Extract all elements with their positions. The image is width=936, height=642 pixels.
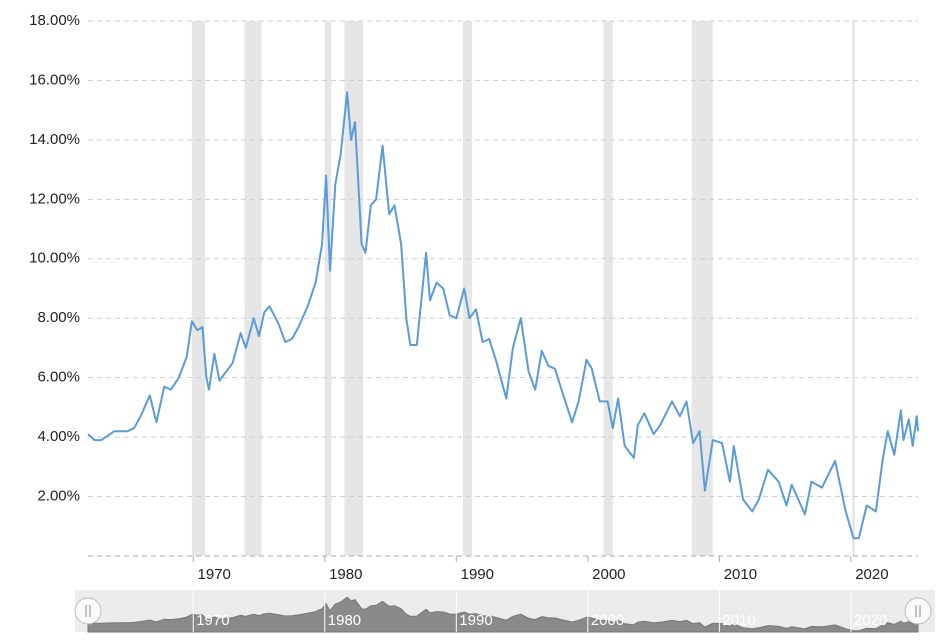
handle-circle[interactable] (904, 597, 932, 625)
recession-band (324, 21, 332, 556)
navigator-label: 1990 (459, 612, 492, 629)
x-tick-label: 2010 (724, 566, 757, 583)
x-tick-label: 1990 (461, 566, 494, 583)
y-tick-label: 4.00% (37, 428, 80, 445)
y-tick-label: 2.00% (37, 488, 80, 505)
handle-circle[interactable] (74, 597, 102, 625)
y-tick-label: 12.00% (29, 190, 80, 207)
y-tick-label: 16.00% (29, 71, 80, 88)
navigator-label: 2010 (722, 612, 755, 629)
y-tick-label: 10.00% (29, 250, 80, 267)
navigator-label: 2000 (591, 612, 624, 629)
navigator-handle[interactable] (904, 597, 932, 625)
recession-band (191, 21, 206, 556)
recession-band (462, 21, 473, 556)
recession-band (344, 21, 363, 556)
data-line (87, 91, 919, 540)
recession-band (603, 21, 613, 556)
x-tick-label: 1980 (329, 566, 362, 583)
y-tick-label: 14.00% (29, 131, 80, 148)
y-tick-label: 6.00% (37, 369, 80, 386)
x-tick-label: 2000 (592, 566, 625, 583)
navigator-area (87, 596, 919, 633)
recession-band (852, 21, 855, 556)
recession-band (244, 21, 262, 556)
navigator-handle[interactable] (74, 597, 102, 625)
y-tick-label: 8.00% (37, 309, 80, 326)
recession-band (691, 21, 713, 556)
y-tick-label: 18.00% (29, 12, 80, 29)
x-tick-label: 2020 (855, 566, 888, 583)
navigator-label: 1970 (196, 612, 229, 629)
navigator-label: 2020 (854, 612, 887, 629)
x-tick-label: 1970 (198, 566, 231, 583)
navigator-label: 1980 (328, 612, 361, 629)
